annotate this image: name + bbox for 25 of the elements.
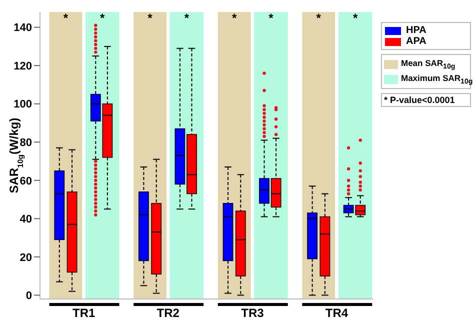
y-tick-label: 60 — [20, 175, 32, 188]
y-tick-label: 20 — [20, 252, 32, 264]
x-tick-label: TR2 — [156, 306, 180, 320]
y-tick-label: 40 — [20, 214, 32, 226]
legend-label: APA — [406, 36, 426, 47]
y-tick-label: 80 — [20, 137, 32, 150]
x-tick-label: TR4 — [325, 306, 348, 320]
annotation: * — [62, 11, 70, 25]
annotation: * — [183, 11, 190, 25]
y-tick-label: 120 — [14, 60, 32, 72]
text: Mean SAR$_{10g}$ — [401, 58, 456, 71]
y-tick-label: 140 — [14, 22, 32, 34]
y-tick-label: 0 — [26, 290, 32, 302]
annotation: * — [315, 11, 322, 25]
legend-label: HPA — [406, 25, 426, 36]
annotation: * — [352, 11, 359, 25]
annotation: * — [146, 11, 154, 25]
text: * P-value<0.0001 — [381, 93, 471, 108]
x-tick-label: TR3 — [241, 306, 264, 320]
annotation: * — [230, 11, 238, 25]
annotation: * — [99, 11, 106, 25]
x-tick-label: TR1 — [72, 306, 96, 320]
annotation: * — [268, 11, 274, 25]
text: Maximum SAR$_{10g}$ — [401, 72, 473, 86]
y-tick-label: 100 — [14, 98, 32, 111]
